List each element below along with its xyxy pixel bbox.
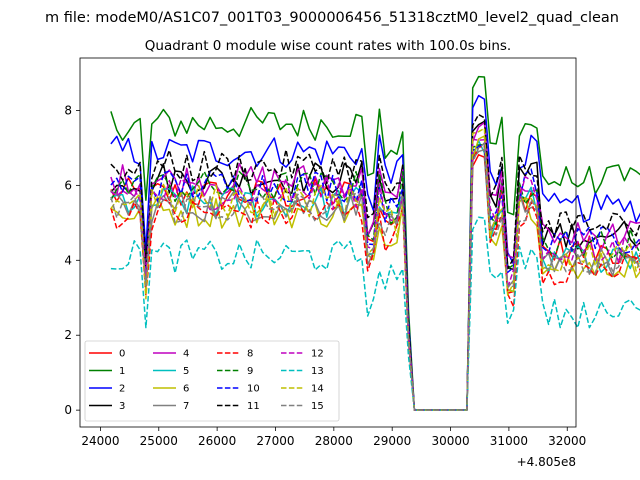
series-line-13 <box>110 216 640 411</box>
x-tick-label: 29000 <box>373 434 411 448</box>
x-tick-label: 32000 <box>548 434 586 448</box>
legend-label-5: 5 <box>183 366 189 377</box>
legend-label-10: 10 <box>247 384 260 395</box>
x-tick-label: 25000 <box>140 434 178 448</box>
legend-label-3: 3 <box>119 401 125 412</box>
y-tick-label: 4 <box>64 253 72 267</box>
x-tick-label: 31000 <box>490 434 528 448</box>
x-tick-label: 26000 <box>198 434 236 448</box>
legend-label-9: 9 <box>247 366 253 377</box>
legend-label-1: 1 <box>119 366 125 377</box>
figure-suptitle: m file: modeM0/AS1C07_001T03_9000006456_… <box>45 10 619 26</box>
series-line-14 <box>110 127 640 411</box>
legend-label-14: 14 <box>311 384 324 395</box>
legend-label-8: 8 <box>247 349 253 360</box>
series-line-8 <box>110 145 640 411</box>
legend-label-7: 7 <box>183 401 189 412</box>
series-line-2 <box>110 94 640 411</box>
y-tick-label: 6 <box>64 178 72 192</box>
legend-label-4: 4 <box>183 349 189 360</box>
legend-label-2: 2 <box>119 384 125 395</box>
x-offset-label: +4.805e8 <box>517 455 576 469</box>
series-line-1 <box>110 75 640 411</box>
x-tick-label: 30000 <box>431 434 469 448</box>
legend-label-6: 6 <box>183 384 189 395</box>
y-tick-label: 0 <box>64 403 72 417</box>
y-tick-label: 2 <box>64 328 72 342</box>
legend-label-15: 15 <box>311 401 324 412</box>
legend-label-12: 12 <box>311 349 324 360</box>
series-line-4 <box>110 121 640 411</box>
y-tick-label: 8 <box>64 103 72 117</box>
x-tick-label: 24000 <box>81 434 119 448</box>
legend-label-0: 0 <box>119 349 125 360</box>
plot-frame <box>79 57 577 428</box>
x-axis: 24000 25000 26000 27000 28000 29000 30000 31000… <box>81 427 586 448</box>
chart-title: Quadrant 0 module wise count rates with … <box>145 38 511 54</box>
x-tick-label: 28000 <box>315 434 353 448</box>
y-axis: 0 2 4 6 8 <box>64 103 80 417</box>
legend-label-11: 11 <box>247 401 260 412</box>
legend-label-13: 13 <box>311 366 324 377</box>
legend-frame <box>84 340 340 422</box>
plot-lines <box>110 75 640 411</box>
series-line-15 <box>110 142 640 411</box>
x-tick-label: 27000 <box>256 434 294 448</box>
